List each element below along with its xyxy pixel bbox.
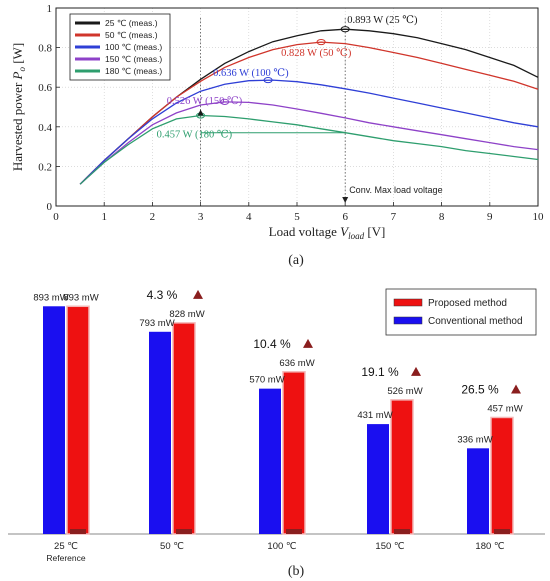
peak-label: 0.828 W (50 ℃)	[281, 48, 352, 59]
category-label: 50 ℃	[160, 541, 184, 552]
series-line-1	[79, 41, 539, 185]
x-tick-label: 6	[342, 211, 348, 223]
category-label: 150 ℃	[375, 541, 404, 552]
peak-arrow-icon	[197, 109, 204, 116]
bar-proposed-base	[286, 529, 302, 534]
bar-proposed	[390, 399, 414, 535]
up-triangle-icon	[411, 366, 421, 376]
bar-label-proposed: 457 mW	[487, 403, 522, 414]
bar-label-proposed: 893 mW	[63, 292, 98, 303]
y-tick-label: 1	[47, 3, 53, 15]
y-tick-label: 0.6	[38, 82, 52, 94]
legend-label: Conventional method	[428, 316, 523, 327]
y-axis-label: Harvested power Po [W]	[10, 43, 27, 171]
bar-label-conventional: 336 mW	[457, 434, 492, 445]
x-tick-label: 3	[198, 211, 204, 223]
conv-note: Conv. Max load voltage	[349, 185, 442, 195]
up-triangle-icon	[511, 384, 521, 394]
peak-label: 0.526 W (150 ℃)	[167, 96, 243, 107]
legend-box	[385, 288, 537, 336]
peak-marker	[316, 38, 326, 46]
bar-proposed	[490, 416, 514, 535]
x-tick-label: 9	[487, 211, 493, 223]
x-tick-label: 1	[101, 211, 107, 223]
peak-label: 0.457 W (180 ℃)	[157, 130, 233, 141]
legend-label: 25 ℃ (meas.)	[105, 18, 158, 28]
bar-proposed-base	[70, 529, 86, 534]
bar-label-conventional: 893 mW	[33, 292, 68, 303]
bar-label-proposed: 828 mW	[169, 309, 204, 320]
bar-label-conventional: 793 mW	[139, 318, 174, 329]
legend-swatch	[393, 316, 423, 325]
bar-conventional	[43, 306, 65, 534]
x-tick-label: 4	[246, 211, 252, 223]
up-triangle-icon	[303, 338, 313, 348]
bar-proposed	[66, 305, 90, 535]
improvement-label: 19.1 %	[361, 365, 399, 379]
series-line-4	[79, 114, 539, 185]
panel-label-b: (b)	[288, 564, 305, 579]
up-triangle-icon	[193, 289, 203, 299]
peak-label: 0.636 W (100 ℃)	[213, 68, 289, 79]
x-axis-label: Load voltage Vload [V]	[269, 224, 386, 241]
bar-proposed	[282, 371, 306, 535]
x-tick-label: 5	[294, 211, 300, 223]
y-tick-label: 0.8	[38, 43, 52, 55]
x-tick-label: 10	[533, 211, 545, 223]
series-line-3	[79, 101, 539, 185]
bar-conventional	[259, 388, 281, 534]
category-label: 180 ℃	[475, 541, 504, 552]
peak-label: 0.893 W (25 ℃)	[347, 15, 418, 26]
bar-proposed-base	[494, 529, 510, 534]
bar-label-conventional: 431 mW	[357, 410, 392, 421]
bar-proposed-base	[394, 529, 410, 534]
conv-arrow-icon	[342, 197, 349, 203]
legend-label: 150 ℃ (meas.)	[105, 54, 162, 64]
legend-label: 180 ℃ (meas.)	[105, 66, 162, 76]
x-tick-label: 8	[439, 211, 445, 223]
category-label: 25 ℃	[54, 541, 78, 552]
legend-label: Proposed method	[428, 298, 507, 309]
improvement-label: 10.4 %	[253, 337, 291, 351]
bar-proposed	[172, 322, 196, 535]
improvement-label: 4.3 %	[147, 288, 178, 302]
bar-conventional	[467, 448, 489, 534]
legend-label: 50 ℃ (meas.)	[105, 30, 158, 40]
bar-label-proposed: 526 mW	[387, 386, 422, 397]
bar-label-proposed: 636 mW	[279, 358, 314, 369]
y-tick-label: 0.2	[38, 161, 52, 173]
peak-marker	[220, 98, 230, 105]
x-tick-label: 7	[391, 211, 397, 223]
panel-label-a: (a)	[288, 253, 304, 268]
legend-label: 100 ℃ (meas.)	[105, 42, 162, 52]
x-tick-label: 0	[53, 211, 59, 223]
x-tick-label: 2	[150, 211, 156, 223]
line-chart-harvested-power: 0 1 2 3 4 5 6 7 8 9 10 0 0.2 0.4 0.6 0.8 1 0.893 W (25 ℃)…	[10, 3, 545, 268]
series-line-2	[79, 79, 539, 185]
bar-label-conventional: 570 mW	[249, 375, 284, 386]
bar-conventional	[367, 424, 389, 534]
bar-proposed-base	[176, 529, 192, 534]
y-tick-label: 0	[47, 201, 53, 213]
y-tick-label: 0.4	[38, 122, 52, 134]
bar-conventional	[149, 331, 171, 534]
peak-marker	[263, 76, 273, 84]
legend-swatch	[393, 298, 423, 307]
peak-marker	[340, 26, 350, 33]
improvement-label: 26.5 %	[461, 382, 499, 396]
category-label: 100 ℃	[267, 541, 296, 552]
category-note: Reference	[46, 553, 85, 563]
